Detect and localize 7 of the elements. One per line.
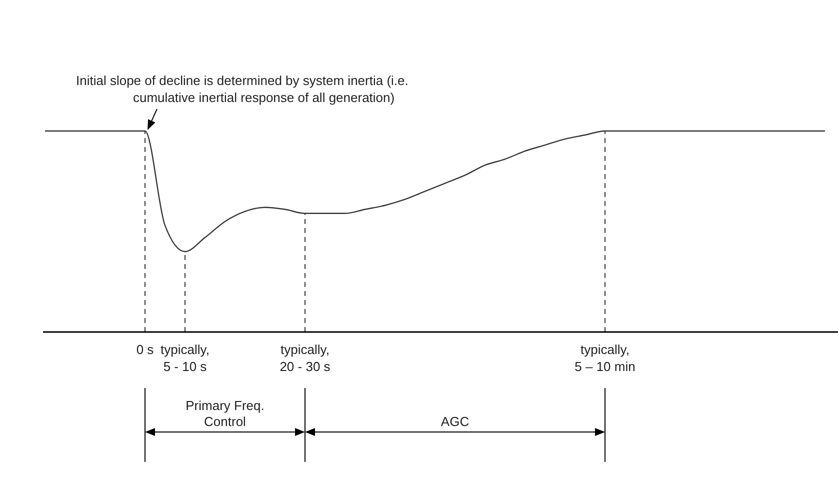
x-tick-label: typically, 20 - 30 s (280, 342, 331, 374)
x-tick-label: typically, 5 – 10 min (574, 342, 636, 374)
text: AGC (440, 414, 470, 429)
text: Primary Freq. Control (186, 398, 264, 429)
annotation: Initial slope of decline is determined by system inertia (i.e. cumulative inertial response of all generation) (76, 73, 408, 105)
x-tick-label: typically, 5 - 10 s (160, 342, 210, 374)
x-tick-label: 0 s (136, 342, 154, 357)
